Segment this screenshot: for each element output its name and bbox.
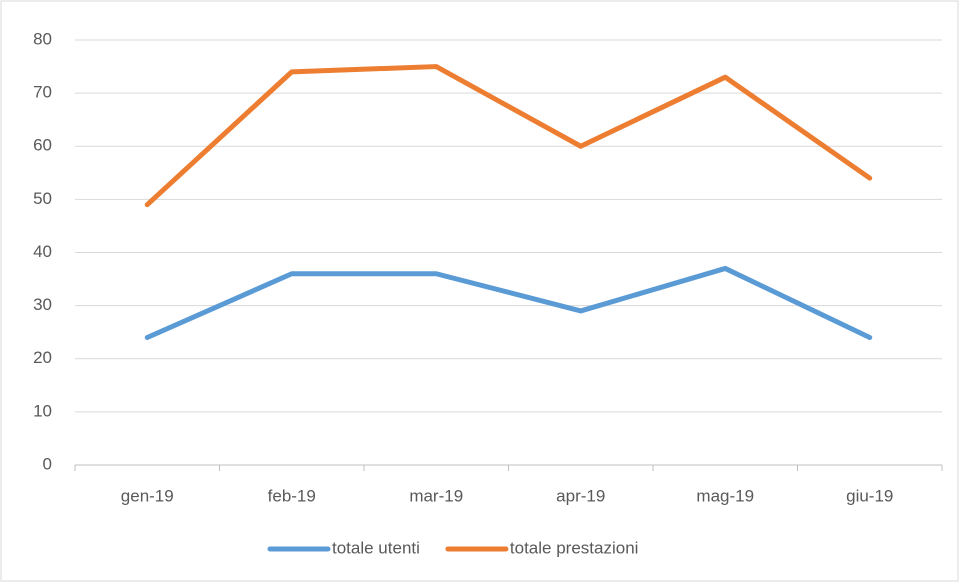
y-tick-label: 40 [33, 242, 52, 261]
y-tick-label: 10 [33, 401, 52, 420]
y-tick-label: 50 [33, 189, 52, 208]
x-tick-label: gen-19 [121, 486, 174, 505]
y-tick-label: 70 [33, 83, 52, 102]
y-tick-label: 60 [33, 136, 52, 155]
y-tick-label: 20 [33, 348, 52, 367]
legend-label: totale prestazioni [510, 538, 639, 557]
y-tick-label: 0 [43, 454, 52, 473]
x-tick-label: mag-19 [696, 486, 754, 505]
y-tick-label: 30 [33, 295, 52, 314]
legend-label: totale utenti [332, 538, 420, 557]
x-tick-label: mar-19 [409, 486, 463, 505]
line-series [144, 64, 873, 208]
line-series [144, 265, 873, 340]
x-tick-label: giu-19 [846, 486, 893, 505]
y-tick-label: 80 [33, 29, 52, 48]
x-tick-label: feb-19 [268, 486, 316, 505]
x-tick-label: apr-19 [556, 486, 605, 505]
